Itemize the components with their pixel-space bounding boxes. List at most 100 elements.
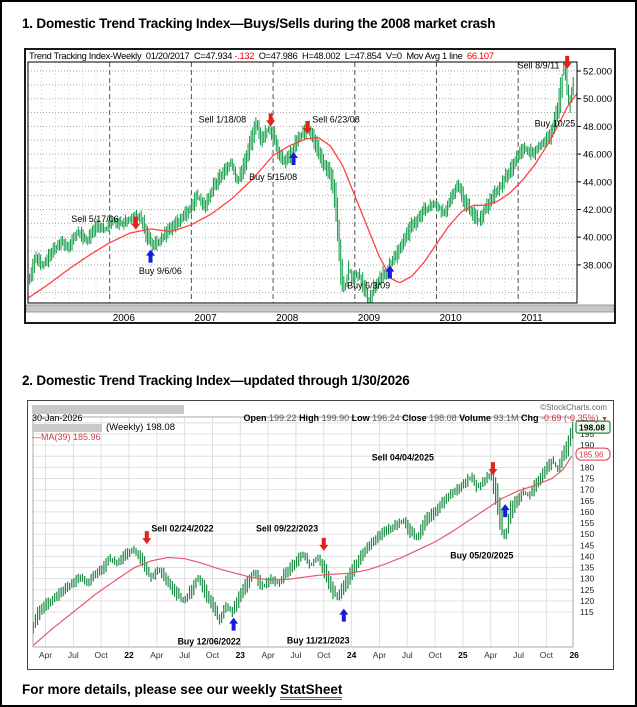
chart2-info-row: 30-Jan-2026 Open 199.22 High 199.90 Low …: [32, 413, 608, 423]
svg-text:185.96: 185.96: [579, 451, 604, 460]
svg-text:160: 160: [580, 507, 594, 517]
svg-text:Oct: Oct: [428, 650, 442, 660]
buy-arrow-icon: [385, 265, 395, 279]
svg-text:Jul: Jul: [402, 650, 413, 660]
svg-text:140: 140: [580, 551, 594, 561]
chart2-y-axis-labels: 2001951901801751701651601551501451401351…: [580, 418, 594, 617]
chart2-last-price-box: 198.08: [575, 420, 611, 434]
svg-text:22: 22: [124, 650, 134, 660]
chart1-annotation-label: Sell 6/23/08: [312, 114, 360, 124]
svg-text:40.000: 40.000: [583, 233, 612, 244]
chart2-annotation-label: Sell 04/04/2025: [372, 452, 434, 462]
chart2-plot: Apr Jul Oct 22 Apr Jul Oct 23 Apr Jul Oct 24 Apr Jul O…: [32, 416, 611, 660]
sell-arrow-icon: [266, 113, 276, 127]
svg-text:Apr: Apr: [150, 650, 163, 660]
svg-text:23: 23: [236, 650, 246, 660]
chart1-annotation-label: Buy 5/15/08: [249, 172, 297, 182]
svg-text:46.000: 46.000: [583, 150, 612, 161]
svg-text:2008: 2008: [276, 313, 299, 322]
sell-arrow-icon: [319, 537, 329, 551]
chart1-header-part: O=47.986 H=48.002 L=47.854 V=0 Mov Avg 1…: [254, 51, 468, 61]
chart2-ma-price-box: 185.96: [575, 447, 611, 461]
svg-text:145: 145: [580, 540, 594, 550]
buy-arrow-icon: [500, 504, 510, 518]
chart2-x-axis-labels: Apr Jul Oct 22 Apr Jul Oct 23 Apr Jul Oct 24 Apr Jul O…: [39, 650, 579, 660]
svg-text:165: 165: [580, 496, 594, 506]
svg-text:155: 155: [580, 518, 594, 528]
chart1-moving-average-line: [28, 92, 577, 299]
svg-text:25: 25: [458, 650, 468, 660]
chart2-weekly-legend: (Weekly) 198.08: [32, 422, 175, 433]
svg-text:38.000: 38.000: [583, 260, 612, 271]
svg-text:48.000: 48.000: [583, 122, 612, 133]
svg-text:2010: 2010: [439, 313, 462, 322]
svg-text:198.08: 198.08: [579, 423, 605, 433]
svg-text:Apr: Apr: [39, 650, 52, 660]
svg-text:2007: 2007: [194, 313, 217, 322]
chart1-x-axis-labels: 2006 2007 2008 2009 2010 2011: [113, 313, 543, 322]
chart1-header-line: Trend Tracking Index-Weekly 01/20/2017 C…: [29, 51, 611, 61]
chart1-panel: Trend Tracking Index-Weekly 01/20/2017 C…: [24, 48, 616, 324]
chart1-scrollbar[interactable]: [26, 304, 614, 313]
svg-text:130: 130: [580, 574, 594, 584]
chg-down-triangle-icon: ▼: [601, 416, 608, 423]
chart1-annotation-label: Buy 6/3/09: [347, 281, 390, 291]
svg-text:115: 115: [580, 607, 594, 617]
svg-text:2009: 2009: [358, 313, 381, 322]
chart2-weekly-label: (Weekly) 198.08: [106, 422, 175, 433]
buy-arrow-icon: [289, 152, 299, 166]
svg-text:50.000: 50.000: [583, 94, 612, 105]
sell-arrow-icon: [142, 531, 152, 545]
buy-arrow-icon: [339, 608, 349, 622]
chart1-header-part: 66.107: [467, 51, 494, 61]
section2-title: 2. Domestic Trend Tracking Index—updated…: [22, 373, 410, 388]
chart1-annotation-label: Sell 5/17/06: [71, 214, 119, 224]
footer-note: For more details, please see our weekly …: [22, 682, 343, 700]
chart2-annotation-label: Sell 09/22/2023: [256, 524, 318, 534]
svg-text:Oct: Oct: [540, 650, 554, 660]
svg-text:Oct: Oct: [95, 650, 109, 660]
svg-text:Apr: Apr: [484, 650, 497, 660]
svg-text:180: 180: [580, 462, 594, 472]
svg-text:125: 125: [580, 585, 594, 595]
chart1-y-axis-labels: 52.000 50.000 48.000 46.000 44.000 42.000 40.0…: [577, 67, 612, 271]
chart1-grid: [28, 62, 577, 303]
svg-text:120: 120: [580, 596, 594, 606]
svg-text:44.000: 44.000: [583, 177, 612, 188]
redacted-ticker-bar: [32, 405, 184, 414]
svg-text:42.000: 42.000: [583, 205, 612, 216]
sell-arrow-icon: [302, 121, 312, 135]
sell-arrow-icon: [562, 55, 572, 69]
statsheet-link[interactable]: StatSheet: [280, 682, 343, 700]
chart2-panel: ©StockCharts.com 30-Jan-2026 Open 199.22…: [27, 400, 614, 670]
svg-text:Oct: Oct: [206, 650, 220, 660]
svg-text:24: 24: [347, 650, 357, 660]
chart2-ma-legend: —MA(39) 185.96: [32, 432, 101, 442]
svg-text:190: 190: [580, 440, 594, 450]
sell-arrow-icon: [131, 216, 141, 230]
chart2-annotation-label: Buy 11/21/2023: [287, 635, 350, 645]
svg-text:135: 135: [580, 563, 594, 573]
svg-text:52.000: 52.000: [583, 67, 612, 78]
section1-title: 1. Domestic Trend Tracking Index—Buys/Se…: [22, 16, 496, 31]
chart2-ohlc-readout: Open 199.22 High 199.90 Low 196.24 Close…: [243, 413, 608, 423]
chart2-grid: [33, 417, 573, 647]
chart1-annotation-label: Sell 1/18/08: [199, 114, 247, 124]
footer-text: For more details, please see our weekly: [22, 682, 281, 697]
svg-text:150: 150: [580, 529, 594, 539]
chart1-price-series: [29, 62, 574, 303]
svg-text:26: 26: [569, 650, 579, 660]
chart2-annotation-label: Sell 02/24/2022: [151, 524, 213, 534]
chart2-moving-average-line: [33, 455, 573, 646]
svg-text:Jul: Jul: [513, 650, 524, 660]
chart1-header-part: Trend Tracking Index-Weekly 01/20/2017 C…: [29, 51, 235, 61]
chart1-plot: 2006 2007 2008 2009 2010 2011 52.000 50.000 48.0…: [26, 55, 614, 322]
svg-text:2011: 2011: [521, 313, 543, 322]
sell-arrow-icon: [488, 462, 498, 476]
svg-text:195: 195: [580, 429, 594, 439]
chart1-annotation-label: Buy 9/6/06: [139, 266, 182, 276]
svg-text:Jul: Jul: [291, 650, 302, 660]
chart1-annotation-label: Buy 10/25: [535, 119, 576, 129]
chart2-annotations: Sell 02/24/2022 Buy 12/06/2022 Sell 09/22/…: [142, 452, 513, 646]
